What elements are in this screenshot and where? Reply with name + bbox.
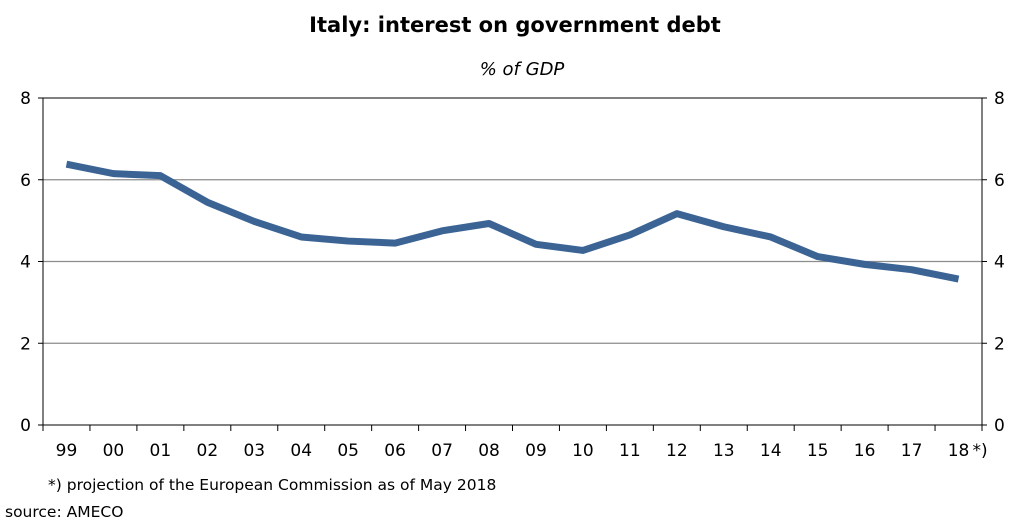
x-tick-label: 16 [854, 441, 876, 461]
y-tick-label-right: 2 [994, 334, 1005, 354]
x-tick-label: 06 [384, 441, 406, 461]
x-tick-label: 11 [619, 441, 641, 461]
projection-footnote: *) projection of the European Commission… [48, 476, 496, 494]
y-tick-label-left: 0 [20, 416, 31, 436]
x-tick-label: 07 [431, 441, 453, 461]
y-tick-label-left: 2 [20, 334, 31, 354]
y-tick-label-left: 8 [20, 89, 31, 109]
x-tick-label: 03 [243, 441, 265, 461]
y-axis-right: 0 2 4 6 8 [982, 89, 1005, 436]
y-tick-label-left: 6 [20, 171, 31, 191]
x-tick-label: 14 [760, 441, 782, 461]
series-line [65, 160, 960, 283]
x-tick-label: 12 [666, 441, 688, 461]
y-tick-label-left: 4 [20, 253, 31, 273]
y-tick-label-right: 4 [994, 253, 1005, 273]
chart-title: Italy: interest on government debt [309, 13, 721, 37]
x-tick-label: 18 [948, 441, 970, 461]
x-tick-label: 15 [807, 441, 829, 461]
x-tick-label: 08 [478, 441, 500, 461]
series-layer [65, 160, 960, 283]
x-axis: 99 00 01 02 03 04 05 06 07 08 09 10 11 12 13 14 15 16 17 18… [42, 425, 988, 461]
x-tick-label: 09 [525, 441, 547, 461]
gridlines [43, 179, 982, 344]
x-tick-label: 00 [103, 441, 125, 461]
y-tick-label-right: 0 [994, 416, 1005, 436]
x-tick-label: 13 [713, 441, 735, 461]
source-note: source: AMECO [5, 503, 123, 521]
x-tick-label: 10 [572, 441, 594, 461]
chart-subtitle: % of GDP [480, 59, 565, 80]
y-axis-left: 0 2 4 6 8 [20, 89, 43, 436]
x-tick-label-suffix: *) [973, 441, 988, 461]
x-tick-label: 99 [56, 441, 78, 461]
x-tick-label: 01 [150, 441, 172, 461]
y-tick-label-right: 8 [994, 89, 1005, 109]
x-tick-label: 17 [901, 441, 923, 461]
y-tick-label-right: 6 [994, 171, 1005, 191]
x-tick-label: 02 [197, 441, 219, 461]
x-tick-label: 04 [290, 441, 312, 461]
x-tick-label: 05 [337, 441, 359, 461]
